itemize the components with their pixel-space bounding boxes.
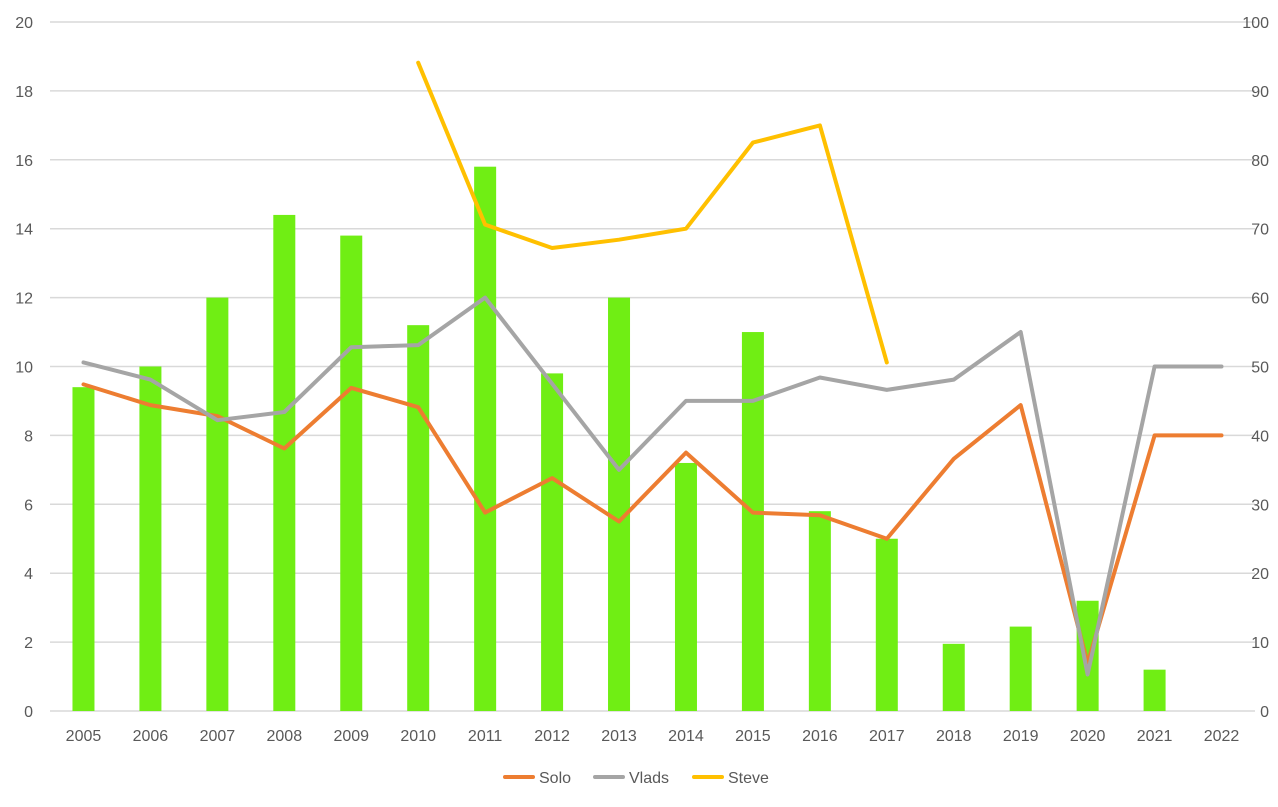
right-axis-tick-label: 80 [1251,153,1269,170]
bar-series [72,166,1166,712]
line-solo [81,382,1224,666]
legend-label: Solo [539,770,571,787]
x-axis: 2005 2006 2007 2008 2009 2010 2011 2012 2013 2014… [66,728,1240,745]
legend-item-vlads: Vlads [593,770,669,787]
x-axis-tick-label: 2016 [802,728,838,745]
x-axis-tick-label: 2007 [200,728,236,745]
x-axis-tick-label: 2009 [333,728,369,745]
x-axis-tick-label: 2012 [534,728,570,745]
left-axis-tick-label: 8 [24,428,33,445]
x-axis-tick-label: 2011 [468,728,503,745]
left-axis-tick-label: 14 [15,222,33,239]
right-axis-tick-label: 90 [1251,84,1269,101]
left-axis-tick-label: 0 [24,704,33,721]
right-axis-tick-label: 30 [1251,497,1269,514]
x-axis-tick-label: 2017 [869,728,905,745]
legend-item-solo: Solo [503,770,571,787]
x-axis-tick-label: 2013 [601,728,637,745]
bar [808,511,831,711]
line-vlads [81,295,1224,677]
left-axis-tick-label: 16 [15,153,33,170]
line-steve [416,60,889,365]
legend: Solo Vlads Steve [503,770,769,787]
right-axis-tick-label: 70 [1251,222,1269,239]
bar [1143,669,1166,711]
x-axis-tick-label: 2020 [1070,728,1106,745]
bar [340,235,363,711]
right-axis-tick-label: 0 [1260,704,1269,721]
x-axis-tick-label: 2014 [668,728,704,745]
bar [72,387,95,711]
legend-item-steve: Steve [692,770,769,787]
bar [407,325,430,711]
legend-label: Steve [728,770,769,787]
bar [206,297,229,711]
bar [273,214,296,712]
bar [1009,626,1032,711]
right-axis-tick-label: 40 [1251,428,1269,445]
bar [608,297,631,711]
bar [942,643,965,711]
left-axis: 0 2 4 6 8 10 12 14 16 18 20 [15,15,33,721]
left-axis-tick-label: 4 [24,566,33,583]
bar [474,166,497,711]
right-axis-tick-label: 60 [1251,291,1269,308]
bar [875,538,898,711]
left-axis-tick-label: 10 [15,360,33,377]
bar [541,373,564,711]
left-axis-tick-label: 18 [15,84,33,101]
right-axis-tick-label: 50 [1251,360,1269,377]
x-axis-tick-label: 2008 [267,728,303,745]
x-axis-tick-label: 2015 [735,728,771,745]
x-axis-tick-label: 2021 [1137,728,1173,745]
bar [741,332,764,711]
x-axis-tick-label: 2010 [400,728,436,745]
right-axis-tick-label: 10 [1251,635,1269,652]
x-axis-tick-label: 2005 [66,728,102,745]
bar [674,462,697,711]
line-series [81,60,1224,677]
legend-label: Vlads [629,770,669,787]
left-axis-tick-label: 6 [24,497,33,514]
x-axis-tick-label: 2018 [936,728,972,745]
left-axis-tick-label: 20 [15,15,33,32]
x-axis-tick-label: 2022 [1204,728,1240,745]
right-axis-tick-label: 100 [1242,15,1269,32]
x-axis-tick-label: 2006 [133,728,169,745]
right-axis-tick-label: 20 [1251,566,1269,583]
left-axis-tick-label: 2 [24,635,33,652]
x-axis-tick-label: 2019 [1003,728,1039,745]
right-axis: 0 10 20 30 40 50 60 70 80 90 100 [1242,15,1269,721]
bar [139,366,162,711]
left-axis-tick-label: 12 [15,291,33,308]
